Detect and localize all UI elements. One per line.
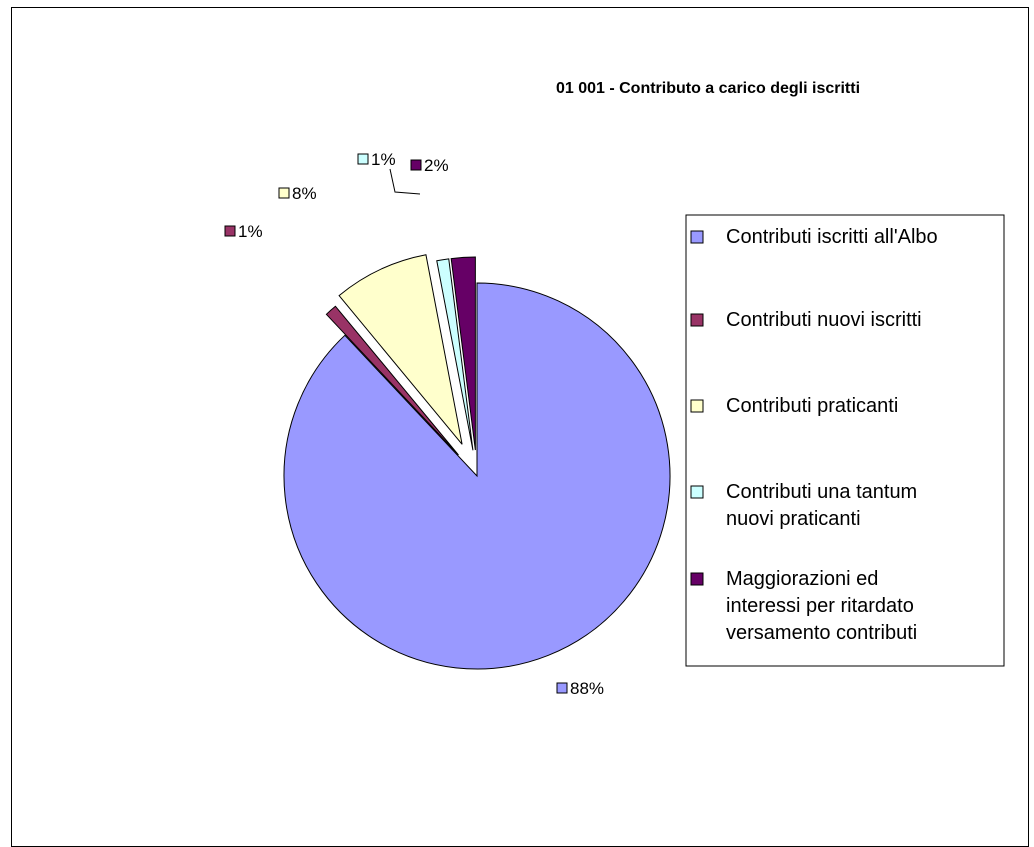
- data-label-swatch: [556, 682, 568, 694]
- legend-entry: Contributi nuovi iscritti: [726, 309, 922, 331]
- legend-entry: nuovi praticanti: [726, 508, 861, 530]
- legend-entry: Contributi iscritti all'Albo: [726, 226, 938, 248]
- legend: Contributi iscritti all'Albo Contributi n…: [685, 214, 1005, 667]
- pie-slices: [283, 254, 671, 670]
- pie-slice: [450, 256, 476, 451]
- legend-swatch: [690, 313, 704, 327]
- pie-slice: [283, 282, 671, 670]
- legend-swatch: [690, 485, 704, 499]
- data-label-swatch: [278, 187, 290, 199]
- legend-swatch: [690, 230, 704, 244]
- pie-slice: [325, 305, 459, 456]
- legend-swatch: [690, 572, 704, 586]
- pie-slice: [436, 258, 474, 451]
- legend-entry: Contributi praticanti: [726, 395, 898, 417]
- legend-entry: versamento contributi: [726, 622, 917, 644]
- data-label: 8%: [292, 184, 317, 203]
- legend-swatch: [690, 399, 704, 413]
- legend-entry: interessi per ritardato: [726, 595, 914, 617]
- label-leader-line: [389, 168, 421, 195]
- data-label-swatch: [224, 225, 236, 237]
- legend-entry: Maggiorazioni ed: [726, 568, 878, 590]
- data-label: 2%: [424, 156, 449, 175]
- data-label: 1%: [238, 222, 263, 241]
- data-label-swatch: [410, 159, 422, 171]
- data-label: 88%: [570, 679, 604, 698]
- legend-box: [685, 214, 1005, 667]
- data-label-swatch: [357, 153, 369, 165]
- chart-title: 01 001 - Contributo a carico degli iscri…: [556, 80, 860, 97]
- pie-slice: [338, 254, 463, 445]
- data-labels: 88% 1% 8% 1% 2%: [224, 150, 604, 698]
- legend-entry: Contributi una tantum: [726, 481, 917, 503]
- data-label: 1%: [371, 150, 396, 169]
